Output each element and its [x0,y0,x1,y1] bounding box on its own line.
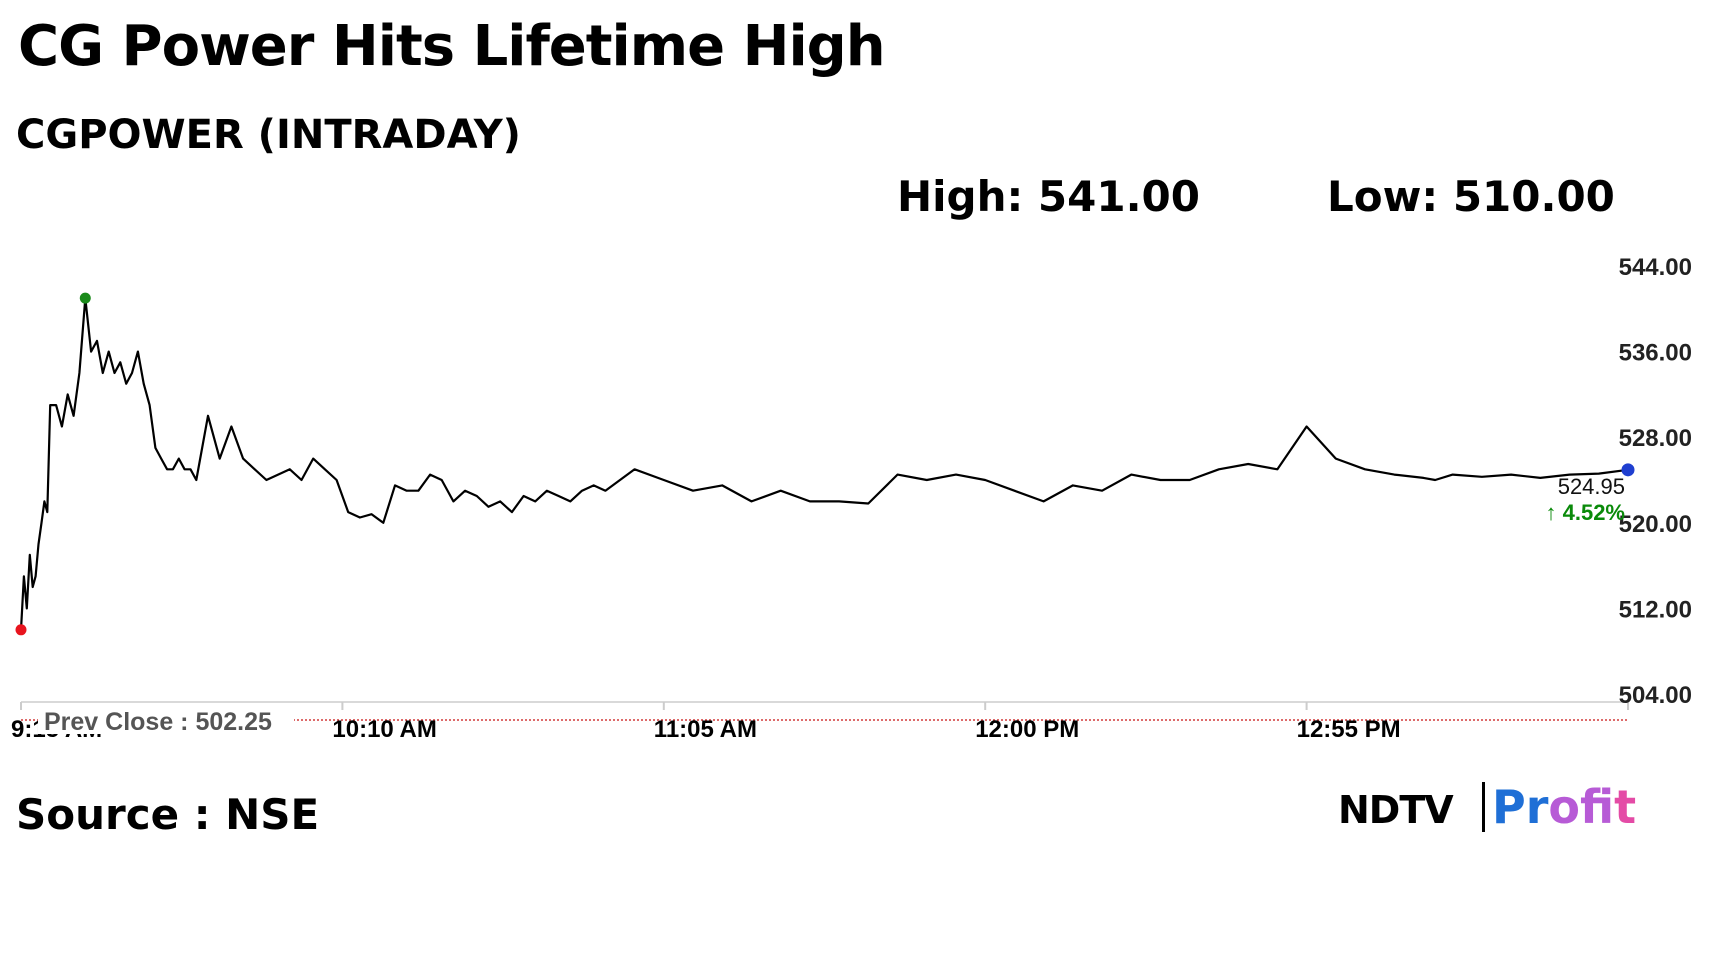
logo-profit-text: Profit [1492,780,1637,834]
x-tick-label: 11:05 AM [654,716,757,743]
source-label: Source : NSE [16,790,320,839]
y-tick-label: 512.00 [1619,596,1692,623]
last-price-label: 524.95 [1558,474,1625,499]
y-tick-label: 544.00 [1619,254,1692,281]
low-stat: Low: 510.00 [1327,172,1615,221]
x-tick-label: 12:00 PM [975,716,1079,743]
x-tick-label: 10:10 AM [332,716,436,743]
low-marker [15,624,27,636]
x-tick-label: 12:55 PM [1297,716,1401,743]
y-tick-label: 528.00 [1619,425,1692,452]
logo-divider [1482,782,1485,832]
logo-ndtv-text: NDTV [1338,788,1454,832]
prev-close-label-bg [38,706,294,734]
y-tick-label: 536.00 [1619,340,1692,367]
price-line [19,297,1629,630]
chart-subtitle: CGPOWER (INTRADAY) [16,112,521,158]
y-tick-label: 520.00 [1619,511,1692,538]
last-price-marker [1621,463,1635,477]
y-tick-label: 504.00 [1619,682,1692,709]
headline: CG Power Hits Lifetime High [18,14,886,79]
prev-close-label: Prev Close : 502.25 [44,708,272,736]
change-percent-label: ↑ 4.52% [1546,500,1626,525]
high-marker [79,292,91,304]
high-stat: High: 541.00 [897,172,1201,221]
